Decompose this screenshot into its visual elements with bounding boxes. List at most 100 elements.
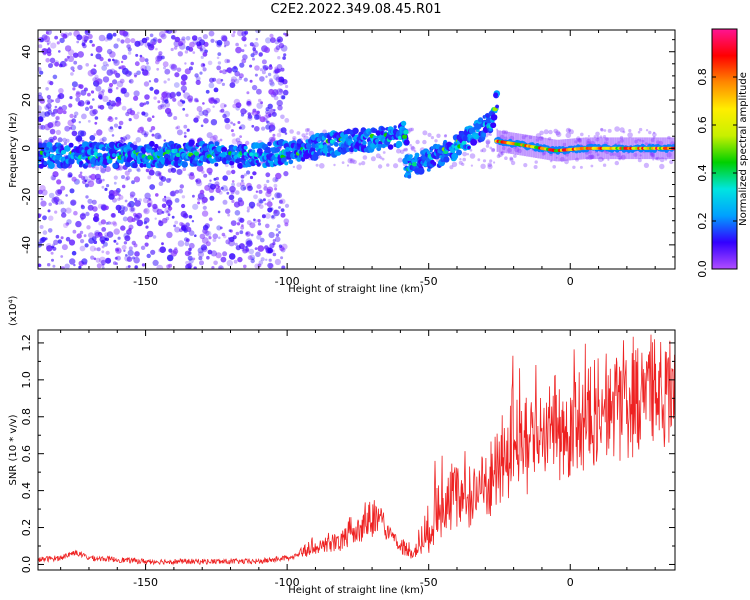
noise-point <box>134 265 138 269</box>
noise-point <box>233 259 238 264</box>
noise-point <box>347 157 354 164</box>
ridge-point <box>284 161 289 166</box>
ridge-point <box>274 147 280 153</box>
noise-point <box>80 204 84 208</box>
noise-point <box>180 80 187 86</box>
noise-point <box>228 237 231 240</box>
noise-point <box>258 98 262 103</box>
ridge-point <box>481 136 486 140</box>
noise-point <box>276 68 281 73</box>
noise-point <box>68 239 76 246</box>
noise-point <box>56 107 64 115</box>
noise-point <box>175 189 179 194</box>
noise-point <box>381 157 385 161</box>
noise-point <box>480 163 486 169</box>
noise-point <box>98 94 103 99</box>
noise-point <box>259 76 265 82</box>
noise-point <box>176 125 181 130</box>
noise-point <box>78 265 82 269</box>
noise-point <box>280 67 285 72</box>
colorbar-gradient <box>711 28 738 270</box>
noise-point <box>134 214 138 218</box>
noise-point <box>235 42 239 47</box>
noise-point <box>282 89 289 96</box>
noise-point <box>252 171 257 176</box>
noise-point <box>241 248 245 252</box>
noise-point <box>235 190 240 195</box>
noise-point <box>57 239 62 244</box>
noise-point <box>85 30 89 33</box>
ridge-point <box>451 152 459 160</box>
noise-point <box>523 163 528 168</box>
noise-point <box>184 62 187 65</box>
noise-point <box>274 236 281 243</box>
noise-point <box>284 118 290 123</box>
noise-point <box>265 124 271 130</box>
noise-point <box>245 110 248 113</box>
noise-point <box>109 51 116 58</box>
noise-point <box>232 103 237 109</box>
noise-point <box>256 184 262 190</box>
noise-point <box>177 41 184 47</box>
snr-panel: -150 -100 -50 0 0.0 0.2 0.4 0.6 0.8 1.0 1.2 Height… <box>8 295 676 596</box>
noise-point <box>176 67 182 73</box>
noise-point <box>150 249 156 255</box>
noise-point <box>213 177 217 181</box>
snr-xlabel: Height of straight line (km) <box>288 585 424 596</box>
noise-point <box>278 77 282 81</box>
noise-point <box>95 257 101 263</box>
noise-point <box>182 107 186 111</box>
noise-point <box>133 243 138 248</box>
noise-point <box>274 192 281 199</box>
ridge-point <box>251 149 256 154</box>
colorbar-tick-label: 0.2 <box>696 212 709 230</box>
ridge-point <box>411 162 418 167</box>
noise-point <box>202 67 207 72</box>
noise-point <box>229 236 235 243</box>
noise-point <box>167 168 173 173</box>
noise-point <box>76 34 83 41</box>
noise-point <box>136 168 141 173</box>
noise-point <box>361 161 366 166</box>
noise-point <box>266 201 273 208</box>
spectral-ridge-3 <box>494 130 675 162</box>
noise-point <box>485 144 490 148</box>
noise-point <box>138 198 142 202</box>
noise-point <box>215 252 222 259</box>
noise-point <box>249 175 254 180</box>
y-tick-label: 0 <box>20 145 33 152</box>
noise-point <box>62 110 67 115</box>
noise-point <box>143 102 146 106</box>
noise-point <box>241 58 247 64</box>
noise-point <box>279 198 286 205</box>
noise-point <box>39 98 46 104</box>
noise-point <box>39 213 42 217</box>
noise-point <box>183 135 187 138</box>
noise-point <box>147 117 152 122</box>
noise-point <box>269 33 274 38</box>
noise-point <box>154 132 161 140</box>
ridge-point <box>267 141 272 147</box>
noise-point <box>230 164 235 169</box>
noise-point <box>202 34 208 40</box>
noise-point <box>92 109 98 115</box>
noise-point <box>81 258 88 265</box>
noise-point <box>234 78 240 84</box>
noise-point <box>255 30 261 34</box>
noise-point <box>127 168 132 173</box>
noise-point <box>118 120 124 126</box>
noise-point <box>158 51 163 56</box>
noise-point <box>565 127 572 133</box>
noise-point <box>112 58 115 62</box>
noise-point <box>235 137 241 143</box>
noise-point <box>123 249 126 252</box>
noise-point <box>69 188 75 194</box>
noise-point <box>482 159 487 163</box>
noise-point <box>115 255 121 261</box>
noise-point <box>272 239 276 243</box>
noise-point <box>166 264 171 269</box>
noise-point <box>141 37 148 44</box>
noise-point <box>161 91 168 98</box>
noise-point <box>241 224 244 227</box>
noise-point <box>46 48 52 54</box>
